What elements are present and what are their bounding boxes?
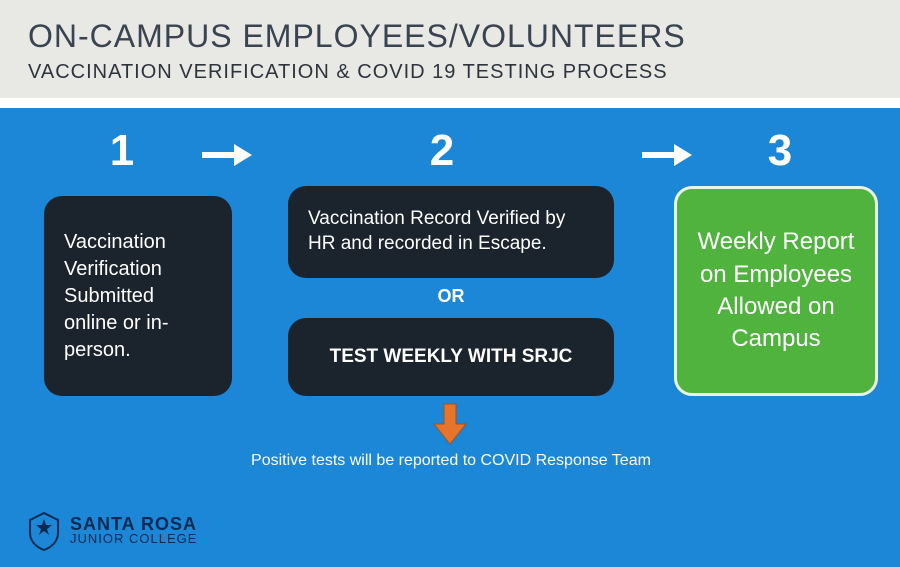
step-box-2b-text: TEST WEEKLY WITH SRJC (330, 346, 573, 368)
header: ON-CAMPUS EMPLOYEES/VOLUNTEERS VACCINATI… (0, 0, 900, 98)
logo-line-2: JUNIOR COLLEGE (70, 533, 197, 545)
step-box-2a-text: Vaccination Record Verified by HR and re… (308, 207, 594, 256)
step-number-1: 1 (92, 126, 152, 176)
logo-icon (28, 511, 60, 551)
arrow-icon-2 (640, 142, 694, 173)
step-box-1: Vaccination Verification Submitted onlin… (44, 196, 232, 396)
page-subtitle: VACCINATION VERIFICATION & COVID 19 TEST… (28, 61, 900, 84)
step-box-2b: TEST WEEKLY WITH SRJC (288, 318, 614, 396)
logo-text: SANTA ROSA JUNIOR COLLEGE (70, 516, 197, 545)
or-label: OR (288, 286, 614, 307)
flow-body: 1 2 3 Vaccination Verification Submitted… (0, 108, 900, 567)
footnote-text: Positive tests will be reported to COVID… (238, 452, 664, 470)
step-number-2: 2 (412, 126, 472, 176)
step-number-3: 3 (750, 126, 810, 176)
arrow-icon-1 (200, 142, 254, 173)
page-title: ON-CAMPUS EMPLOYEES/VOLUNTEERS (28, 18, 900, 55)
college-logo: SANTA ROSA JUNIOR COLLEGE (28, 511, 197, 551)
step-box-3: Weekly Report on Employees Allowed on Ca… (674, 186, 878, 396)
slide: ON-CAMPUS EMPLOYEES/VOLUNTEERS VACCINATI… (0, 0, 900, 567)
down-arrow-icon (432, 402, 468, 451)
step-box-2a: Vaccination Record Verified by HR and re… (288, 186, 614, 278)
step-box-1-text: Vaccination Verification Submitted onlin… (64, 229, 212, 364)
step-box-3-text: Weekly Report on Employees Allowed on Ca… (697, 226, 855, 356)
